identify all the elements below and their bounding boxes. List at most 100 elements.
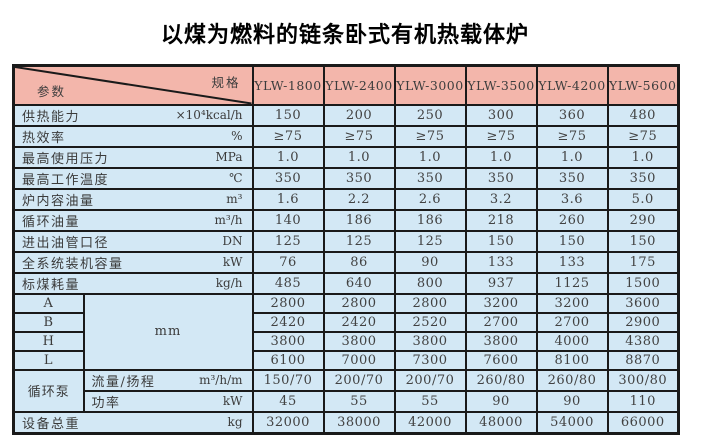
param-inner: 设备总重 kg [16, 413, 251, 431]
param-unit: m³/h/m [199, 373, 243, 387]
value-cell: 300 [464, 103, 538, 127]
value-cell: 4000 [535, 330, 609, 352]
value-cell: 2700 [535, 311, 609, 333]
value-cell: 55 [393, 389, 467, 413]
param-unit: DN [222, 234, 243, 248]
param-inner: 全系统装机容量 kW [16, 254, 251, 272]
param-label: 热效率 [22, 130, 66, 146]
param-label: 功率 [91, 395, 121, 411]
param-cell: 热效率% [12, 124, 254, 148]
param-cell: 供热能力 ×10⁴kcal/h [12, 103, 254, 127]
value-cell: 150 [251, 103, 325, 127]
value-cell: 7300 [393, 349, 467, 371]
param-inner: 热效率% [16, 128, 251, 146]
param-row: 最高使用压力 MPa 1.0 1.0 1.0 1.0 1.0 1.0 [12, 145, 680, 169]
param-label: 流量/扬程 [91, 374, 156, 390]
value-cell: ≥75 [464, 124, 538, 148]
value-cell: 300/80 [606, 368, 680, 392]
value-cell: 1.0 [251, 145, 325, 169]
value-cell: 1.0 [535, 145, 609, 169]
value-cell: 640 [322, 271, 396, 295]
param-unit: kW [222, 255, 243, 269]
value-cell: 7600 [464, 349, 538, 371]
param-cell: 标煤耗量 kg/h [12, 271, 254, 295]
value-cell: 260 [535, 208, 609, 232]
param-unit: ℃ [229, 171, 243, 185]
param-cell: 全系统装机容量 kW [12, 250, 254, 274]
param-label: 进出油管口径 [22, 235, 110, 251]
value-cell: 350 [251, 166, 325, 190]
value-cell: 1.0 [464, 145, 538, 169]
column-header: YLW-5600 [606, 64, 680, 106]
value-cell: ≥75 [606, 124, 680, 148]
value-cell: 90 [535, 389, 609, 413]
value-cell: 90 [393, 250, 467, 274]
value-cell: 2.2 [322, 187, 396, 211]
value-cell: 218 [464, 208, 538, 232]
value-cell: 360 [535, 103, 609, 127]
param-inner: 流量/扬程 m³/h/m [86, 372, 251, 390]
param-cell: 炉内容油量 m³ [12, 187, 254, 211]
value-cell: 125 [393, 229, 467, 253]
value-cell: 2700 [464, 311, 538, 333]
value-cell: 186 [322, 208, 396, 232]
value-cell: 485 [251, 271, 325, 295]
value-cell: 2420 [322, 311, 396, 333]
param-cell: 最高使用压力 MPa [12, 145, 254, 169]
dimension-row: B 2420 2420 2520 2700 2700 2900 [12, 311, 680, 333]
param-unit: kg/h [215, 276, 243, 290]
value-cell: 133 [464, 250, 538, 274]
param-row: 全系统装机容量 kW 76 86 90 133 133 175 [12, 250, 680, 274]
param-label: 供热能力 [22, 109, 81, 125]
value-cell: 3200 [535, 292, 609, 314]
value-cell: 55 [322, 389, 396, 413]
value-cell: 1.0 [606, 145, 680, 169]
param-inner: 最高工作温度 ℃ [16, 170, 251, 188]
value-cell: 2420 [251, 311, 325, 333]
param-label: 最高工作温度 [22, 172, 110, 188]
param-inner: 功率 kW [86, 393, 251, 411]
value-cell: 66000 [606, 410, 680, 434]
value-cell: 350 [464, 166, 538, 190]
value-cell: 350 [393, 166, 467, 190]
param-cell: 循环油量 m³/h [12, 208, 254, 232]
param-label: 全系统装机容量 [22, 256, 124, 272]
corner-param-label: 参数 [37, 83, 67, 99]
pump-row: 循环泵 流量/扬程 m³/h/m 150/70 200/70 200/70 260/80 26… [12, 368, 680, 413]
dimension-letter-cell: L [12, 349, 85, 371]
header-row: 规格 参数 YLW-1800 YLW-2400 YLW-3000 YLW-3500 YL… [12, 64, 680, 106]
value-cell: 8100 [535, 349, 609, 371]
value-cell: 3800 [393, 330, 467, 352]
param-inner: 循环油量 m³/h [16, 212, 251, 229]
param-row: 炉内容油量 m³ 1.6 2.2 2.6 3.2 3.6 5.0 [12, 187, 680, 211]
value-cell: 1.0 [322, 145, 396, 169]
param-inner: 供热能力 ×10⁴kcal/h [16, 107, 251, 125]
corner-spec-label: 规格 [211, 75, 241, 90]
value-cell: 150 [606, 229, 680, 253]
spec-table: 规格 参数 YLW-1800 YLW-2400 YLW-3000 YLW-3500 YL… [12, 64, 680, 435]
value-cell: 125 [251, 229, 325, 253]
column-header: YLW-2400 [322, 64, 396, 106]
value-cell: 200/70 [322, 368, 396, 392]
value-cell: 350 [322, 166, 396, 190]
value-cell: 133 [535, 250, 609, 274]
param-unit: ×10⁴kcal/h [175, 108, 243, 122]
param-row: 进出油管口径 DN 125 125 125 150 150 150 [12, 229, 680, 253]
value-cell: 86 [322, 250, 396, 274]
value-cell: 3800 [464, 330, 538, 352]
param-label: 炉内容油量 [22, 193, 95, 209]
value-cell: 150 [535, 229, 609, 253]
param-unit: m³/h [214, 213, 243, 227]
value-cell: 260/80 [535, 368, 609, 392]
param-row: 供热能力 ×10⁴kcal/h 150 200 250 300 360 480 [12, 103, 680, 127]
param-unit: kW [222, 394, 243, 408]
value-cell: 110 [606, 389, 680, 413]
param-inner: 最高使用压力 MPa [16, 149, 251, 166]
pump-row: 功率 kW 45 55 55 90 90 110 [14, 389, 680, 413]
value-cell: ≥75 [251, 124, 325, 148]
value-cell: 2800 [251, 292, 325, 314]
value-cell: 2800 [393, 292, 467, 314]
param-unit: m³ [226, 192, 243, 206]
value-cell: 290 [606, 208, 680, 232]
